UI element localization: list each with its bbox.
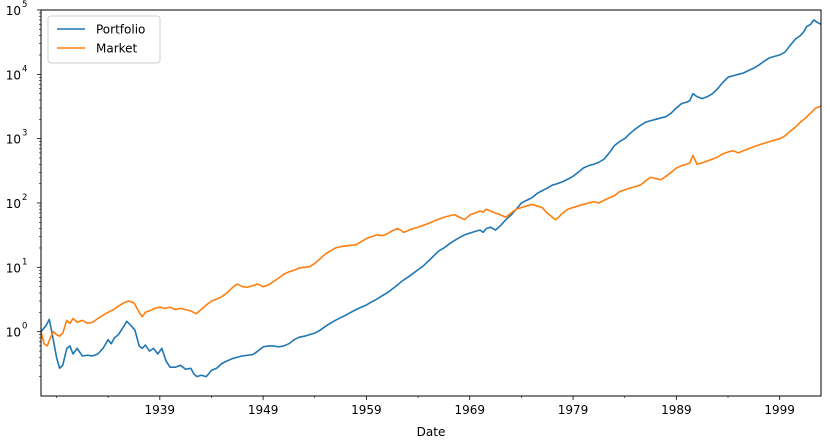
legend: Portfolio Market	[47, 15, 161, 64]
series-line-market	[40, 105, 822, 347]
y-tick-label: 10	[6, 326, 21, 340]
y-tick-label: 10	[6, 197, 21, 211]
x-tick-label: 1959	[351, 403, 382, 417]
y-tick-label: 10	[6, 68, 21, 82]
x-tick-label: 1999	[764, 403, 795, 417]
y-tick-exponent: 3	[22, 129, 27, 139]
y-tick-exponent: 2	[22, 193, 27, 203]
x-tick-label: 1979	[558, 403, 589, 417]
x-tick-label: 1939	[145, 403, 176, 417]
legend-label-market: Market	[96, 42, 138, 56]
y-tick-exponent: 5	[22, 0, 27, 10]
y-tick-exponent: 1	[22, 257, 27, 267]
series-layer	[40, 19, 822, 378]
legend-box	[47, 15, 161, 64]
plot-frame	[40, 9, 822, 397]
x-tick-label: 1969	[454, 403, 485, 417]
y-tick-label: 10	[6, 4, 21, 18]
x-axis-label: Date	[417, 425, 446, 439]
y-tick-label: 10	[6, 261, 21, 275]
series-line-portfolio	[40, 19, 822, 378]
legend-label-portfolio: Portfolio	[96, 23, 145, 37]
y-tick-label: 10	[6, 133, 21, 147]
x-tick-label: 1949	[248, 403, 279, 417]
x-tick-label: 1989	[661, 403, 692, 417]
x-axis-ticks: 1939 1949 1959 1969 1979 1989 1999	[56, 396, 795, 417]
y-tick-exponent: 0	[22, 322, 27, 332]
y-tick-exponent: 4	[22, 64, 27, 74]
